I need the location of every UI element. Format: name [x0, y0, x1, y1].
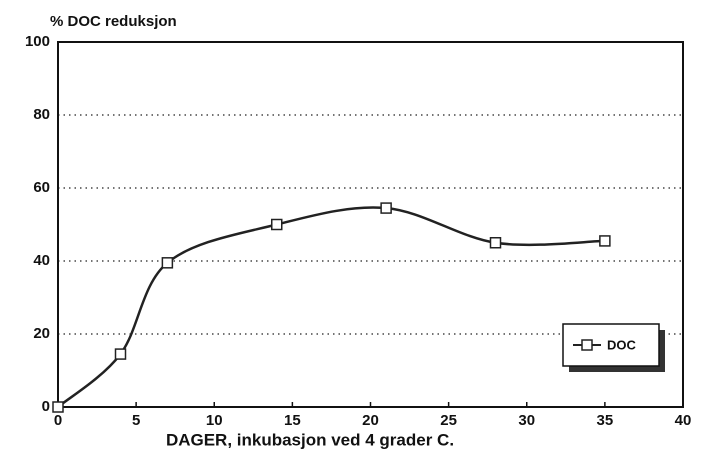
- plot-frame: [57, 41, 684, 408]
- y-tick-label: 100: [25, 33, 50, 50]
- y-tick-label: 60: [33, 179, 50, 196]
- x-tick-label: 30: [518, 412, 535, 429]
- data-point: [489, 237, 502, 249]
- data-point: [271, 218, 283, 231]
- y-tick-label: 80: [33, 106, 50, 123]
- data-point: [599, 235, 611, 247]
- x-tick-label: 0: [54, 412, 62, 429]
- data-point: [380, 202, 392, 214]
- y-tick-label: 0: [42, 398, 50, 415]
- legend-label: DOC: [607, 337, 637, 352]
- chart-title: % DOC reduksjon: [50, 13, 177, 30]
- x-tick-label: 10: [206, 412, 223, 429]
- data-point: [161, 257, 174, 269]
- y-tick-label: 40: [33, 252, 50, 269]
- x-tick-label: 20: [362, 412, 379, 429]
- x-tick-label: 35: [597, 412, 614, 429]
- y-tick-label: 20: [33, 325, 50, 342]
- x-tick-label: 5: [132, 412, 140, 429]
- x-tick-label: 40: [675, 412, 692, 429]
- data-point: [114, 348, 127, 360]
- x-axis-label: DAGER, inkubasjon ved 4 grader C.: [166, 430, 454, 449]
- legend-marker: [581, 339, 593, 351]
- x-tick-label: 15: [284, 412, 301, 429]
- series-line: [57, 206, 605, 408]
- data-point: [52, 401, 64, 413]
- x-tick-label: 25: [440, 412, 457, 429]
